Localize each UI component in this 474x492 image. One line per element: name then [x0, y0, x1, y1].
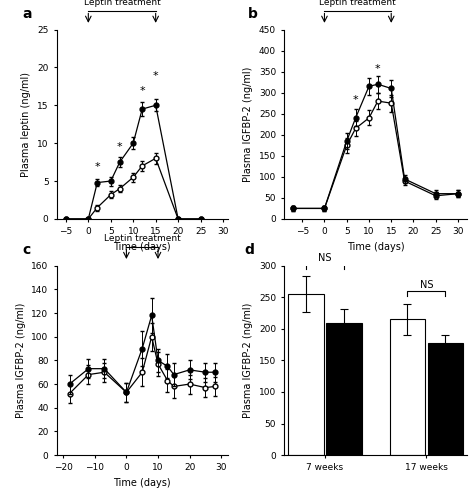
Text: d: d: [244, 243, 254, 257]
Y-axis label: Plasma leptin (ng/ml): Plasma leptin (ng/ml): [21, 72, 31, 177]
Bar: [390, 319, 425, 455]
X-axis label: Time (days): Time (days): [113, 242, 171, 252]
Text: NS: NS: [318, 253, 332, 263]
Y-axis label: Plasma IGFBP-2 (ng/ml): Plasma IGFBP-2 (ng/ml): [243, 66, 253, 182]
Text: NS: NS: [419, 280, 433, 290]
Y-axis label: Plasma IGFBP-2 (ng/ml): Plasma IGFBP-2 (ng/ml): [243, 303, 253, 418]
Text: *: *: [153, 71, 158, 81]
Text: *: *: [139, 86, 145, 96]
Text: *: *: [94, 162, 100, 172]
Text: *: *: [375, 64, 381, 74]
Bar: [428, 343, 463, 455]
Bar: [288, 294, 324, 455]
Text: a: a: [23, 7, 32, 21]
Text: Leptin treatment: Leptin treatment: [104, 234, 181, 243]
Y-axis label: Plasma IGFBP-2 (ng/ml): Plasma IGFBP-2 (ng/ml): [16, 303, 26, 418]
X-axis label: Time (days): Time (days): [113, 478, 171, 488]
Bar: [326, 323, 362, 455]
Text: c: c: [23, 243, 31, 257]
Text: *: *: [117, 142, 123, 152]
Text: Leptin treatment: Leptin treatment: [319, 0, 396, 7]
Text: Leptin treatment: Leptin treatment: [83, 0, 160, 7]
Text: *: *: [353, 95, 358, 105]
Text: b: b: [248, 7, 258, 21]
X-axis label: Time (days): Time (days): [347, 242, 404, 252]
